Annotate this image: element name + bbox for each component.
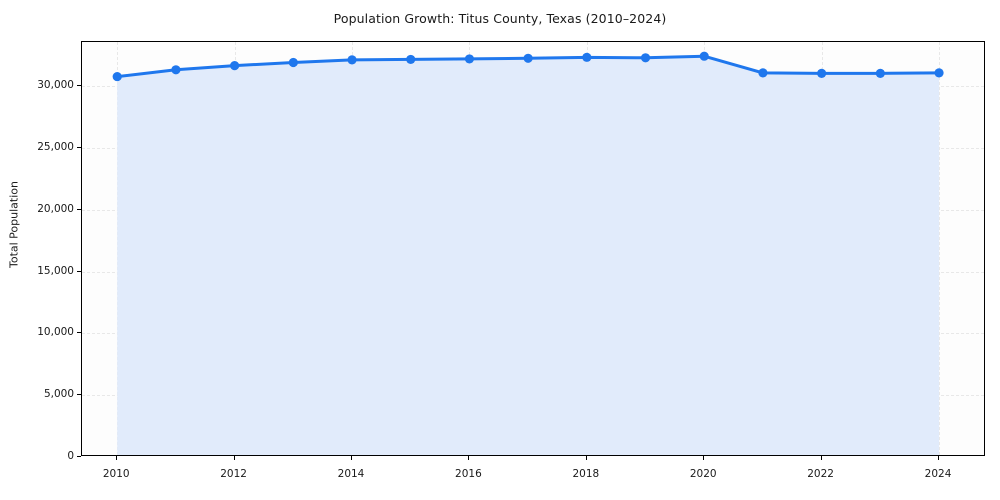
data-point-marker [406, 54, 416, 65]
x-axis-tick-mark [703, 456, 705, 460]
data-point-marker [347, 55, 357, 65]
data-point-marker [582, 52, 592, 62]
series-line-population [112, 51, 944, 455]
y-axis-tick-mark [77, 270, 81, 272]
x-axis-tick-label: 2020 [689, 468, 717, 480]
x-axis-tick-label: 2024 [924, 468, 952, 480]
data-point-marker [523, 53, 533, 63]
x-axis-tick-mark [351, 456, 353, 460]
y-axis-tick-mark [77, 456, 81, 457]
data-point-marker [464, 54, 475, 64]
plot-area [81, 41, 985, 456]
y-axis-tick-label: 25,000 [37, 141, 74, 154]
x-axis-tick-mark [116, 456, 118, 460]
y-axis-tick-label: 0 [67, 450, 74, 462]
y-axis-tick-label: 30,000 [37, 79, 74, 92]
series-fill-area [117, 56, 940, 455]
y-axis-tick-label: 5,000 [43, 388, 74, 401]
data-point-marker [875, 68, 885, 78]
x-axis-tick-label: 2018 [572, 468, 600, 480]
x-axis-tick-mark [468, 456, 470, 460]
x-axis-tick-mark [938, 456, 940, 460]
x-axis-tick-mark [820, 456, 822, 460]
data-point-marker [230, 60, 240, 71]
gridline-vertical [939, 42, 941, 455]
y-axis-tick-mark [77, 147, 81, 149]
y-axis-tick-mark [77, 85, 81, 87]
x-axis-tick-label: 2016 [455, 468, 482, 480]
data-point-marker [699, 51, 709, 61]
data-point-marker [758, 68, 768, 78]
x-axis-tick-label: 2012 [220, 468, 247, 480]
y-axis-tick-label: 15,000 [37, 264, 74, 277]
y-axis-tick-marks [77, 0, 82, 500]
x-axis-tick-mark [585, 456, 587, 460]
data-point-marker [934, 68, 944, 78]
y-axis-tick-label: 20,000 [37, 202, 74, 215]
data-point-marker [171, 65, 181, 75]
y-axis-tick-mark [77, 208, 81, 210]
data-point-marker [817, 68, 827, 78]
chart-title: Population Growth: Titus County, Texas (… [333, 11, 667, 26]
data-point-marker [640, 53, 651, 63]
x-axis-tick-label: 2010 [102, 468, 130, 480]
x-axis-tick-mark [233, 456, 235, 460]
y-axis-tick-labels: 0 5,000 10,000 15,000 20,000 25,000 30,000 [0, 0, 74, 500]
x-axis-tick-label: 2022 [807, 468, 834, 480]
y-axis-tick-mark [77, 332, 81, 334]
y-axis-tick-label: 10,000 [37, 326, 74, 339]
data-point-marker [112, 71, 122, 82]
data-point-marker [288, 57, 298, 68]
y-axis-tick-mark [77, 394, 81, 396]
x-axis-tick-label: 2014 [337, 468, 365, 480]
